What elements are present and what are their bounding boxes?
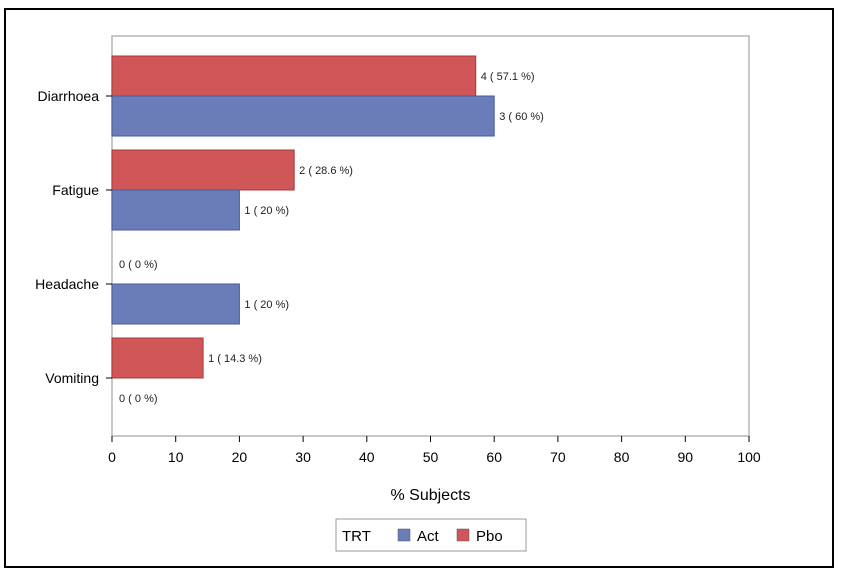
data-label-pbo-vomiting: 1 ( 14.3 %)	[208, 353, 262, 365]
legend-swatch-pbo	[456, 528, 470, 542]
legend-title: TRT	[342, 528, 371, 545]
legend-box	[335, 518, 527, 552]
legend-label-pbo: Pbo	[476, 528, 503, 545]
data-labels-group: 4 ( 57.1 %) 3 ( 60 %) 2 ( 28.6 %) 1 ( 20 %)…	[119, 71, 544, 405]
legend-label-act: Act	[417, 528, 440, 545]
category-label: Fatigue	[52, 182, 99, 198]
data-label-act-diarrhoea: 3 ( 60 %)	[499, 111, 544, 123]
data-label-pbo-diarrhoea: 4 ( 57.1 %)	[481, 71, 535, 83]
category-label: Vomiting	[45, 370, 99, 386]
x-tick-label: 90	[678, 449, 694, 465]
category-label: Headache	[35, 276, 99, 292]
x-tick-label: 100	[737, 449, 761, 465]
y-axis: Diarrhoea Fatigue Headache Vomiting	[35, 88, 112, 386]
data-label-pbo-headache: 0 ( 0 %)	[119, 259, 158, 271]
legend-swatch-act	[397, 528, 411, 542]
legend: TRT Act Pbo	[335, 518, 527, 552]
x-tick-label: 20	[232, 449, 248, 465]
data-label-act-fatigue: 1 ( 20 %)	[244, 205, 289, 217]
x-tick-label: 0	[108, 449, 116, 465]
x-axis: 0 10 20 30 40 50 60 70 80 90 100	[108, 436, 761, 465]
x-tick-label: 80	[614, 449, 630, 465]
bar-act-headache	[111, 283, 240, 325]
data-label-act-vomiting: 0 ( 0 %)	[119, 393, 158, 405]
bar-pbo-fatigue	[111, 149, 295, 191]
bar-pbo-vomiting	[111, 337, 204, 379]
x-tick-label: 60	[486, 449, 502, 465]
data-label-pbo-fatigue: 2 ( 28.6 %)	[299, 165, 353, 177]
x-tick-label: 40	[359, 449, 375, 465]
bar-act-fatigue	[111, 189, 240, 231]
data-label-act-headache: 1 ( 20 %)	[244, 299, 289, 311]
x-tick-label: 10	[168, 449, 184, 465]
bar-pbo-diarrhoea	[111, 55, 477, 97]
x-tick-label: 70	[550, 449, 566, 465]
x-tick-label: 50	[423, 449, 439, 465]
bar-act-diarrhoea	[111, 95, 495, 137]
bars-group	[111, 55, 495, 379]
x-axis-title: % Subjects	[390, 487, 470, 504]
x-tick-label: 30	[295, 449, 311, 465]
category-label: Diarrhoea	[38, 88, 100, 104]
